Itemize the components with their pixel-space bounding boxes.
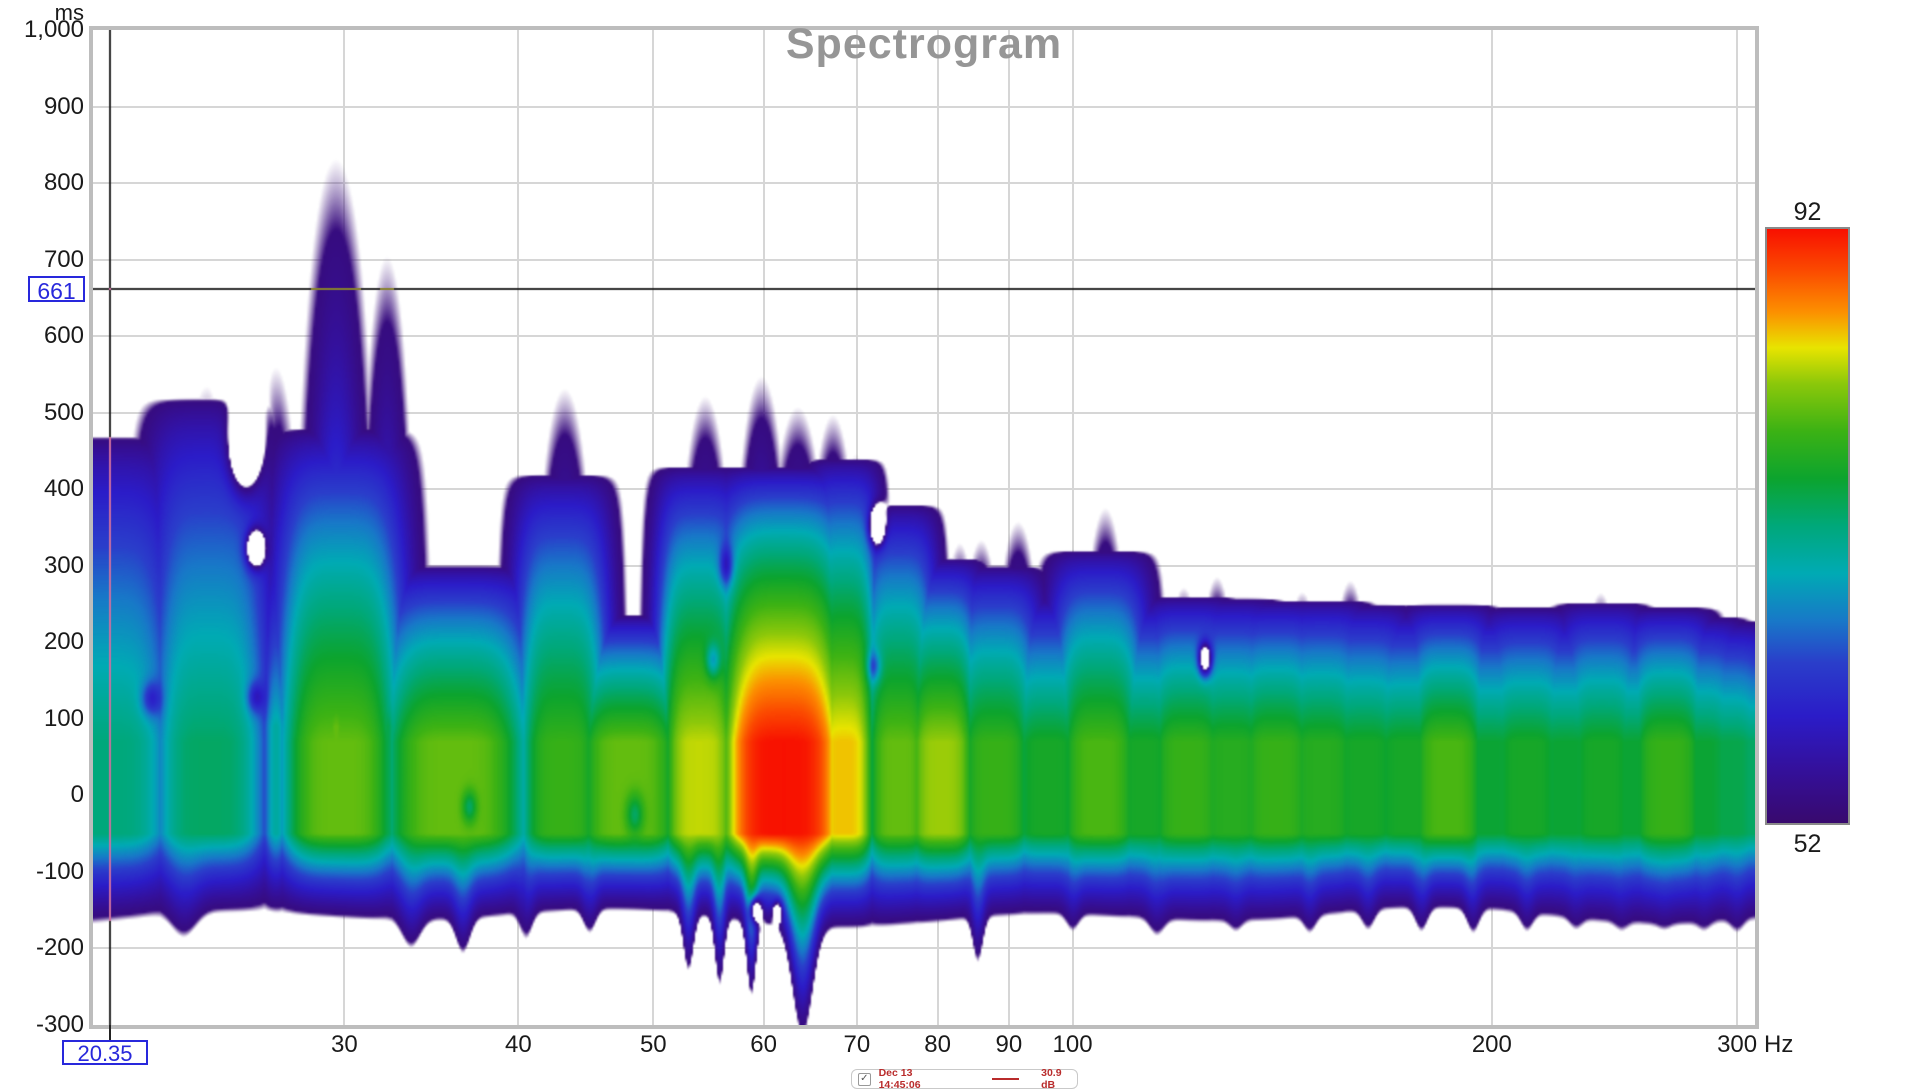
cursor-freq-readout: 20.35 [62, 1040, 148, 1065]
y-tick-label: 200 [43, 628, 84, 656]
x-tick-label: 30 [330, 1031, 358, 1058]
x-tick-label: 200 [1471, 1031, 1512, 1058]
y-tick-label: 300 [43, 551, 84, 579]
x-axis-unit-label: Hz [1764, 1031, 1794, 1058]
y-tick-label: 700 [43, 245, 84, 273]
colorbar-min-label: 52 [1793, 830, 1822, 858]
y-tick-label: 800 [43, 169, 84, 197]
x-tick-label: 50 [639, 1031, 667, 1058]
colorbar [1765, 227, 1850, 825]
x-tick-label: 40 [504, 1031, 532, 1058]
y-tick-label: -100 [35, 857, 84, 885]
y-tick-label: 600 [43, 322, 84, 350]
y-tick-label: 900 [43, 92, 84, 120]
legend-checkbox[interactable]: ✓ [858, 1072, 871, 1086]
y-tick-label: -300 [35, 1011, 84, 1038]
legend[interactable]: ✓ Dec 13 14:45:06 30.9 dB [851, 1067, 1078, 1090]
cursor-time-readout: 661 [28, 276, 85, 304]
legend-line-swatch [992, 1078, 1020, 1080]
y-tick-label: 1,000 [23, 16, 84, 43]
x-tick-label: 300 [1717, 1031, 1758, 1058]
check-icon: ✓ [860, 1073, 869, 1084]
y-tick-label: 0 [70, 781, 84, 809]
cursor-line-stub [108, 1025, 111, 1041]
legend-measurement-name: Dec 13 14:45:06 [878, 1067, 921, 1090]
x-tick-label: 100 [1052, 1031, 1093, 1058]
legend-level-value: 30.9 dB [1041, 1067, 1062, 1090]
x-tick-label: 60 [750, 1031, 777, 1058]
y-tick-label: -200 [35, 934, 84, 962]
x-tick-label: 80 [924, 1031, 951, 1058]
y-tick-label: 400 [43, 475, 84, 503]
spectrogram-canvas[interactable] [93, 30, 1755, 1025]
colorbar-max-label: 92 [1793, 198, 1822, 226]
y-tick-label: 500 [43, 398, 84, 426]
x-tick-label: 70 [843, 1031, 871, 1058]
y-tick-label: 100 [43, 704, 84, 732]
chart-title: Spectrogram [785, 20, 1063, 68]
x-tick-label: 90 [995, 1031, 1023, 1058]
plot-area [89, 26, 1759, 1029]
y-axis-unit-label: ms [54, 0, 84, 25]
